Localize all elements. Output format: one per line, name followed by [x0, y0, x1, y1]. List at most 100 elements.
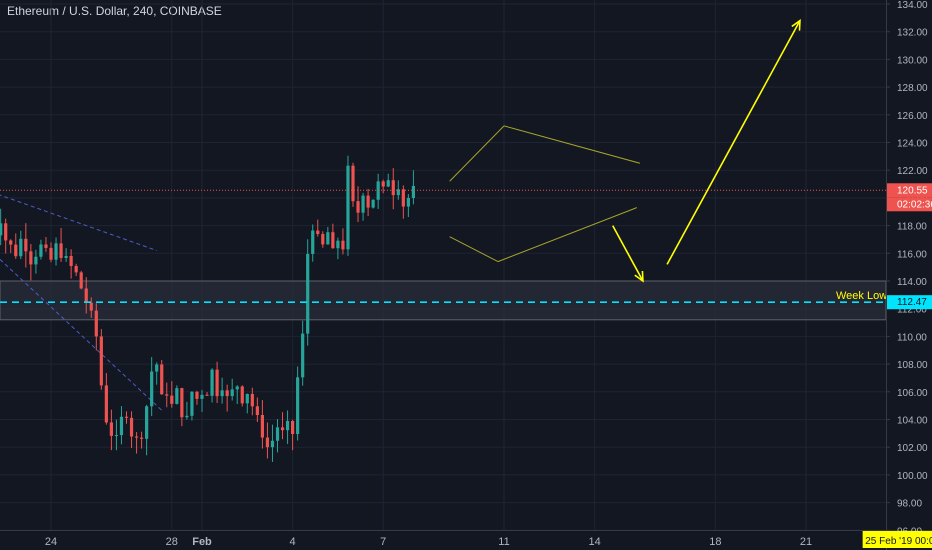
candle — [99, 329, 103, 390]
time-axis — [0, 530, 932, 550]
candle-body — [210, 369, 214, 396]
candle-body — [306, 253, 310, 334]
candle-body — [29, 251, 33, 265]
candle-body — [0, 223, 3, 236]
y-tick-label: 132.00 — [897, 28, 928, 39]
pattern-line — [503, 125, 641, 164]
candle-body — [124, 416, 129, 418]
candle — [235, 385, 239, 405]
candle — [170, 381, 174, 408]
candle-body — [220, 390, 224, 397]
y-tick-label: 100.00 — [897, 471, 928, 482]
candle-body — [155, 364, 159, 372]
candle — [356, 186, 360, 223]
candle-body — [190, 391, 194, 416]
candle — [39, 239, 43, 260]
candle — [4, 218, 8, 254]
x-tick-label: 4 — [290, 536, 296, 548]
candle — [200, 389, 204, 412]
candle-body — [129, 417, 134, 437]
y-tick-label: 98.00 — [897, 499, 922, 510]
candle — [291, 419, 295, 451]
candle — [165, 382, 169, 408]
candle — [94, 303, 98, 351]
candle-body — [69, 255, 73, 267]
last-price-badge-bg — [887, 183, 932, 198]
candle — [280, 412, 285, 440]
candle — [306, 239, 310, 346]
candle-body — [94, 310, 98, 337]
candle — [376, 173, 380, 209]
candle — [411, 170, 415, 205]
candle-body — [260, 415, 264, 438]
y-tick-label: 124.00 — [897, 139, 928, 150]
candle — [391, 168, 395, 210]
candle — [190, 391, 194, 421]
arrow-line — [612, 225, 644, 282]
candle-body — [4, 223, 8, 241]
candle — [74, 263, 78, 277]
candle — [331, 223, 335, 249]
candle-body — [140, 437, 144, 439]
candle-body — [401, 189, 405, 207]
y-tick-label: 110.00 — [897, 332, 927, 343]
candle — [275, 419, 280, 453]
x-tick-label: 21 — [800, 536, 812, 548]
candle-body — [270, 440, 275, 448]
candle — [396, 180, 400, 200]
candle-body — [235, 386, 239, 390]
candle-body — [406, 197, 410, 207]
candle-body — [104, 385, 108, 423]
candle — [250, 387, 254, 416]
candle-body — [275, 427, 280, 441]
candle — [119, 406, 124, 445]
y-tick-label: 114.00 — [897, 277, 927, 288]
arrow-head — [634, 270, 644, 283]
arrow-line — [666, 20, 801, 265]
candle — [29, 243, 33, 281]
candle-body — [411, 185, 415, 198]
candle — [406, 194, 410, 217]
cursor-date-badge-bg — [862, 531, 932, 548]
candle — [270, 424, 275, 462]
y-tick-label: 130.00 — [897, 55, 928, 66]
candle-body — [291, 420, 295, 435]
candle-body — [225, 390, 229, 397]
candle — [79, 270, 83, 290]
candle — [301, 320, 305, 386]
candle — [346, 155, 350, 256]
candle-body — [361, 195, 365, 213]
candle — [109, 409, 113, 451]
candle-body — [180, 388, 184, 418]
candle — [255, 397, 259, 423]
candle — [114, 419, 119, 451]
candle-body — [59, 243, 63, 258]
candle — [89, 297, 93, 318]
candle-body — [285, 420, 290, 431]
candle — [9, 239, 13, 253]
candle — [205, 392, 209, 396]
candle-body — [79, 272, 83, 289]
candle — [245, 393, 249, 414]
candle — [311, 224, 315, 262]
support-price-badge: 112.47 — [897, 297, 927, 308]
candle-body — [119, 416, 124, 436]
candle-body — [74, 266, 78, 273]
candle-body — [134, 436, 139, 438]
candle-body — [114, 435, 119, 437]
candle-body — [396, 189, 400, 196]
candle — [371, 199, 375, 209]
y-tick-label: 106.00 — [897, 388, 928, 399]
candle-body — [200, 394, 204, 399]
y-tick-label: 116.00 — [897, 249, 927, 260]
pattern-line — [449, 125, 505, 182]
candle — [361, 192, 365, 221]
candle-body — [165, 394, 169, 396]
candle-body — [336, 240, 340, 249]
x-tick-label: 24 — [45, 536, 57, 548]
candle — [129, 411, 134, 448]
candle-body — [386, 180, 390, 187]
candle-body — [160, 364, 164, 395]
candle-body — [391, 180, 395, 196]
